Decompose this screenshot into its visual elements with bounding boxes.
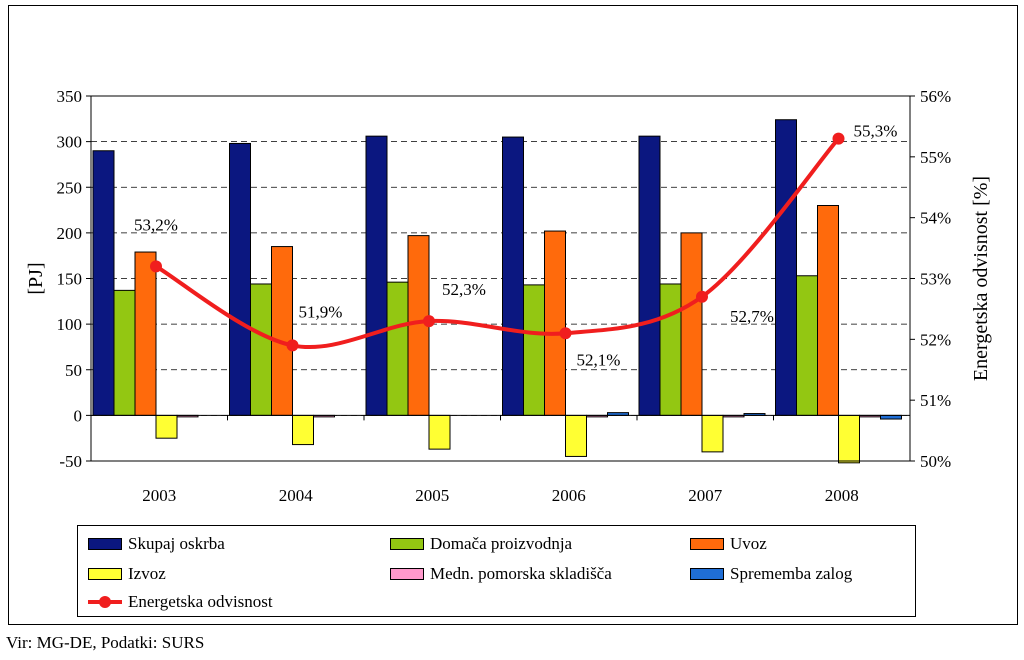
bar-uvoz [680,232,703,416]
legend-label: Medn. pomorska skladišča [430,564,612,583]
bar-doma-a-proizvodnja [386,281,409,416]
bar-skupaj-oskrba [365,135,388,416]
bar-izvoz [701,414,724,453]
legend-item-domaca-proizvodnja: Domača proizvodnja [390,533,572,555]
bar-skupaj-oskrba [638,135,661,416]
x-tick-label: 2003 [142,486,176,505]
legend-label: Skupaj oskrba [128,534,225,553]
y-tick-label: 100 [57,315,83,334]
line-energetska-odvisnost [154,137,841,350]
legend-swatch [88,538,122,550]
bar-doma-a-proizvodnja [250,283,272,416]
x-tick-label: 2007 [688,486,723,505]
bar-izvoz [428,414,451,450]
bar-uvoz [271,246,293,416]
y-tick-label: 0 [74,406,83,425]
y2-tick-label: 53% [920,270,951,289]
legend-item-izvoz: Izvoz [88,563,166,585]
y-tick-label: 50 [65,361,82,380]
y-tick-label: 200 [57,224,83,243]
bar-uvoz [817,205,839,416]
bar-uvoz [544,230,566,416]
legend-item-energetska-odvisnost: Energetska odvisnost [88,591,273,613]
bars [92,119,902,464]
x-tick-label: 2008 [825,486,859,505]
y-axis-title: [PJ] [25,262,47,294]
line-data-label: 51,9% [299,302,343,321]
legend-line-swatch [88,595,122,609]
bar-uvoz [134,251,157,416]
line-data-label: 55,3% [854,122,898,141]
legend-label: Sprememba zalog [730,564,853,583]
y2-tick-label: 56% [920,87,951,106]
dependency-line [150,132,845,352]
bar-doma-a-proizvodnja [796,275,818,416]
bar-izvoz [155,414,178,439]
legend-swatch [390,568,424,580]
line-data-label: 52,1% [577,350,621,369]
y-tick-label: -50 [59,452,82,471]
chart-frame: -50 0 50 100 150 200 250 300 350 50% 51% 52% 53% 54% 5… [8,5,1018,625]
legend-label: Domača proizvodnja [430,534,573,553]
x-tick-label: 2004 [279,486,314,505]
legend-item-sprememba-zalog: Sprememba zalog [690,563,852,585]
y-tick-label: 150 [57,270,83,289]
y-tick-label: 350 [57,87,83,106]
bar-doma-a-proizvodnja [113,289,136,416]
y-tick-label: 250 [57,178,83,197]
legend-swatch [690,538,724,550]
legend-label: Uvoz [730,534,767,553]
y2-tick-label: 51% [920,391,951,410]
x-tick-label: 2005 [415,486,449,505]
bar-sprememba-zalog [880,414,902,420]
legend: Skupaj oskrba Domača proizvodnja Uvoz Iz… [77,525,916,617]
line-point [832,132,845,145]
data-labels: 53,2% 51,9% 52,3% 52,1% 52,7% 55,3% [134,122,897,370]
y2-tick-label: 52% [920,330,951,349]
legend-label: Energetska odvisnost [128,592,273,611]
legend-item-skupaj-oskrba: Skupaj oskrba [88,533,225,555]
legend-item-medn-pomorska-skladisca: Medn. pomorska skladišča [390,563,612,585]
line-point [696,290,708,303]
legend-swatch [390,538,424,550]
legend-swatch [88,568,122,580]
bar-izvoz [292,414,314,446]
chart: -50 0 50 100 150 200 250 300 350 50% 51% 52% 53% 54% 5… [25,87,992,505]
y-tick-label: 300 [57,133,83,152]
y2-tick-label: 54% [920,209,951,228]
line-data-label: 53,2% [134,215,178,234]
bar-doma-a-proizvodnja [523,284,545,416]
legend-label: Izvoz [128,564,166,583]
line-point [150,260,162,273]
y2-tick-label: 55% [920,148,951,167]
axes: -50 0 50 100 150 200 250 300 350 50% 51% 52% 53% 54% 5… [25,87,992,505]
source-note: Vir: MG-DE, Podatki: SURS [6,633,205,652]
bar-skupaj-oskrba [92,150,115,416]
legend-swatch [690,568,724,580]
bar-skupaj-oskrba [775,119,797,416]
y2-axis-title: Energetska odvisnost [%] [970,176,992,381]
bar-skupaj-oskrba [229,142,251,416]
bar-doma-a-proizvodnja [659,283,682,416]
legend-item-uvoz: Uvoz [690,533,767,555]
bar-izvoz [565,414,587,457]
line-data-label: 52,3% [442,280,486,299]
line-point [559,327,572,340]
line-point [286,339,299,352]
x-tick-label: 2006 [552,486,586,505]
bar-skupaj-oskrba [502,136,524,416]
y2-tick-label: 50% [920,452,951,471]
bar-izvoz [838,414,860,464]
line-data-label: 52,7% [730,307,774,326]
line-point [423,315,435,328]
